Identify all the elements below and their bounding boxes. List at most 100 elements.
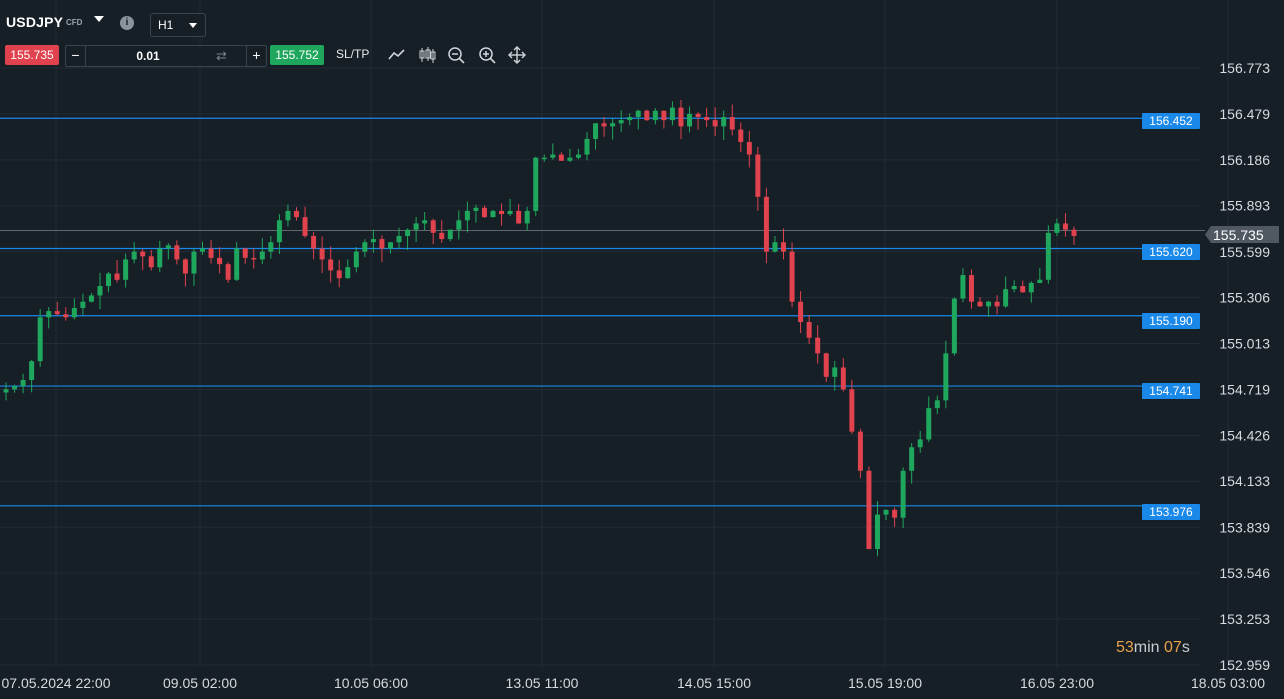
- candle-body: [687, 113, 693, 127]
- move-icon[interactable]: [506, 44, 528, 66]
- candle-body: [781, 242, 787, 252]
- candle-body: [763, 196, 769, 252]
- candle-body: [968, 275, 974, 302]
- candle-body: [293, 210, 299, 218]
- candle-body: [387, 242, 393, 249]
- swap-icon[interactable]: ⇄: [216, 48, 227, 63]
- candle-body: [336, 270, 342, 279]
- candle-body: [892, 509, 898, 518]
- candle-body: [704, 116, 710, 121]
- candle-body: [37, 317, 43, 362]
- candle-body: [934, 400, 940, 409]
- candle-body: [396, 235, 402, 243]
- candle-body: [883, 509, 889, 515]
- candle-body: [1037, 279, 1043, 283]
- countdown-seconds: 07: [1164, 639, 1182, 656]
- candle-body: [174, 245, 180, 260]
- candle-body: [900, 470, 906, 518]
- lot-plus-button[interactable]: +: [246, 46, 266, 66]
- timeframe-select[interactable]: H1: [150, 13, 206, 37]
- candle-body: [798, 301, 804, 323]
- chart-grid: [0, 0, 1229, 668]
- candles-icon[interactable]: [416, 44, 438, 66]
- candle-body: [755, 154, 761, 197]
- level-tag[interactable]: 154.741: [1142, 383, 1200, 399]
- candle-body: [165, 245, 171, 249]
- candle-body: [550, 154, 556, 158]
- candle-body: [328, 259, 334, 271]
- candle-body: [832, 367, 838, 377]
- zoom-out-icon[interactable]: [445, 44, 467, 66]
- candle-body: [191, 251, 197, 274]
- candle-body: [200, 248, 206, 252]
- candle-body: [12, 386, 18, 390]
- candle-countdown: 53min 07s: [1116, 639, 1190, 657]
- candle-body: [567, 157, 573, 161]
- candle-body: [242, 248, 248, 258]
- candle-body: [575, 154, 581, 158]
- candle-body: [46, 311, 52, 318]
- y-tick-label: 154.133: [1219, 473, 1270, 489]
- candle-body: [413, 223, 419, 230]
- candle-body: [917, 439, 923, 448]
- candle-body: [1020, 286, 1026, 293]
- candle-body: [610, 123, 616, 127]
- candle-body: [943, 353, 949, 401]
- candle-body: [268, 242, 274, 252]
- lot-value[interactable]: 0.01: [136, 49, 160, 63]
- y-tick-label: 156.773: [1219, 60, 1270, 76]
- candle-body: [464, 210, 470, 221]
- candle-body: [652, 110, 658, 121]
- candle-body: [909, 447, 915, 471]
- candle-body: [1071, 229, 1077, 236]
- candle-body: [140, 251, 146, 257]
- candle-body: [499, 210, 505, 215]
- y-tick-label: 154.719: [1219, 382, 1270, 398]
- candle-body: [601, 123, 607, 127]
- candle-body: [88, 295, 94, 302]
- candle-body: [430, 220, 436, 233]
- y-tick-label: 153.546: [1219, 565, 1270, 581]
- candle-body: [669, 107, 675, 121]
- candle-body: [558, 154, 564, 161]
- lot-stepper[interactable]: − 0.01 ⇄ +: [65, 45, 267, 67]
- candle-body: [447, 229, 453, 240]
- candle-body: [217, 257, 223, 265]
- level-tag[interactable]: 153.976: [1142, 504, 1200, 520]
- sell-button[interactable]: 155.735: [5, 45, 59, 65]
- line-chart-icon[interactable]: [386, 44, 408, 66]
- candle-body: [345, 267, 351, 279]
- candle-body: [524, 210, 530, 224]
- level-tag[interactable]: 156.452: [1142, 113, 1200, 129]
- buy-button[interactable]: 155.752: [270, 45, 324, 65]
- candle-body: [772, 242, 778, 252]
- countdown-sec-unit: s: [1181, 639, 1190, 656]
- candle-body: [148, 256, 154, 268]
- candle-body: [362, 242, 368, 252]
- symbol-name[interactable]: USDJPY: [6, 14, 64, 30]
- candle-body: [106, 273, 112, 287]
- candle-body: [439, 232, 445, 240]
- candle-body: [823, 353, 829, 377]
- countdown-min-unit: min: [1133, 639, 1160, 656]
- sltp-button[interactable]: SL/TP: [336, 47, 370, 61]
- candle-body: [1028, 282, 1034, 293]
- x-tick-label: 16.05 23:00: [1020, 675, 1094, 691]
- zoom-in-icon[interactable]: [476, 44, 498, 66]
- y-tick-label: 152.959: [1219, 657, 1270, 673]
- candle-body: [123, 259, 129, 280]
- candle-body: [951, 298, 957, 354]
- lot-minus-button[interactable]: −: [66, 46, 86, 66]
- candle-body: [379, 239, 385, 249]
- level-tag[interactable]: 155.190: [1142, 313, 1200, 329]
- level-tag[interactable]: 155.620: [1142, 244, 1200, 260]
- timeframe-label: H1: [158, 18, 174, 32]
- info-icon[interactable]: i: [120, 16, 134, 30]
- candle-body: [114, 273, 120, 280]
- candle-body: [456, 220, 462, 230]
- y-tick-label: 155.893: [1219, 198, 1270, 214]
- chevron-down-icon[interactable]: [94, 16, 104, 22]
- x-axis: 07.05.2024 22:00 09.05 02:00 10.05 06:00 13…: [2, 675, 1266, 691]
- candle-body: [618, 120, 624, 124]
